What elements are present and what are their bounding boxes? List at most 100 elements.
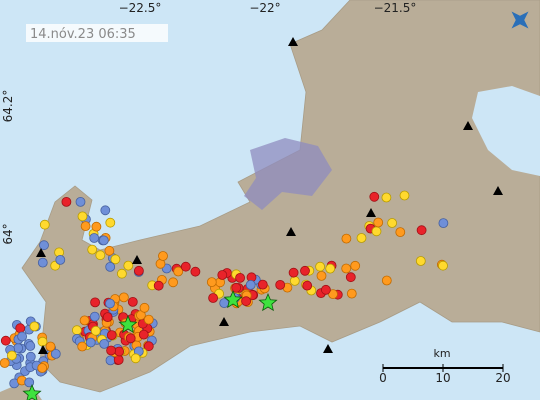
latitude-label: 64.2° xyxy=(1,90,15,123)
earthquake xyxy=(95,250,106,261)
earthquake xyxy=(117,268,127,279)
earthquake xyxy=(241,296,252,307)
earthquake xyxy=(29,321,40,332)
earthquake xyxy=(217,270,228,280)
earthquake xyxy=(6,350,17,361)
earthquake xyxy=(39,240,49,251)
station-triangle xyxy=(288,37,298,46)
earthquake xyxy=(37,257,48,268)
earthquake xyxy=(105,355,116,366)
earthquake xyxy=(415,256,426,266)
station-triangle xyxy=(38,345,48,354)
earthquake xyxy=(139,302,150,313)
earthquake xyxy=(79,315,90,326)
earthquake xyxy=(37,363,48,373)
earthquake xyxy=(15,323,26,334)
earthquake xyxy=(102,312,113,323)
earthquake xyxy=(300,265,310,276)
earthquake xyxy=(315,261,326,272)
earthquake xyxy=(106,330,117,341)
markers xyxy=(22,37,503,400)
earthquake xyxy=(356,233,367,243)
earthquake xyxy=(0,335,11,346)
earthquake xyxy=(130,353,141,364)
large-quake-star xyxy=(258,292,278,312)
earthquake xyxy=(91,221,102,232)
earthquake xyxy=(381,192,392,203)
earthquake xyxy=(302,280,313,291)
earthquake xyxy=(105,261,116,272)
earthquake xyxy=(77,211,88,222)
earthquake xyxy=(373,217,384,228)
station-triangle xyxy=(219,317,229,326)
earthquake xyxy=(341,233,352,244)
earthquake xyxy=(395,227,406,238)
station-triangle xyxy=(323,344,333,353)
earthquake xyxy=(114,346,125,357)
earthquake xyxy=(158,251,168,261)
earthquake xyxy=(75,196,86,207)
earthquake xyxy=(173,266,184,277)
land xyxy=(21,0,540,393)
earthquake xyxy=(13,343,24,354)
earthquake xyxy=(341,263,352,274)
earthquake xyxy=(328,289,338,300)
earthquake xyxy=(127,296,138,307)
station-triangle xyxy=(366,208,376,217)
earthquake xyxy=(245,279,256,290)
earthquake xyxy=(87,244,98,255)
scale-label: 0 xyxy=(379,371,387,385)
logo-shape xyxy=(511,11,529,29)
station-triangle xyxy=(36,248,46,257)
earthquake xyxy=(325,263,336,274)
scale-label: 10 xyxy=(435,371,450,385)
timestamp: 14.nóv.23 06:35 xyxy=(30,27,136,42)
earthquake xyxy=(45,341,56,352)
large-quake-star xyxy=(118,314,138,334)
earthquake xyxy=(208,293,219,303)
lava-field xyxy=(244,138,332,210)
earthquake xyxy=(257,279,268,290)
earthquake xyxy=(24,377,35,388)
earthquake xyxy=(105,217,116,228)
large-quake-star xyxy=(223,289,243,309)
earthquake xyxy=(98,235,109,246)
large-quake-star xyxy=(22,383,42,400)
earthquake xyxy=(0,358,10,368)
earthquake xyxy=(180,261,191,272)
station-triangle xyxy=(493,186,503,195)
earthquake xyxy=(369,191,380,202)
earthquake xyxy=(50,348,61,359)
earthquake xyxy=(72,325,82,336)
earthquake xyxy=(381,275,392,286)
scale-unit: km xyxy=(433,347,450,360)
earthquake xyxy=(143,314,154,325)
earthquake xyxy=(371,226,382,237)
earthquake xyxy=(106,345,116,356)
longitude-label: −21.5° xyxy=(374,1,417,15)
earthquake xyxy=(80,221,91,232)
earthquake xyxy=(89,311,100,322)
earthquake xyxy=(125,333,136,344)
earthquake xyxy=(105,298,115,309)
earthquake xyxy=(55,254,66,265)
earthquakes xyxy=(0,190,449,389)
longitude-label: −22° xyxy=(249,1,280,15)
earthquake xyxy=(25,341,36,351)
logo xyxy=(511,11,529,29)
earthquake xyxy=(104,245,115,256)
earthquake xyxy=(206,277,217,288)
earthquake xyxy=(289,275,300,286)
earthquake xyxy=(438,260,448,271)
earthquake xyxy=(275,279,286,290)
earthquake xyxy=(119,292,129,303)
earthquake xyxy=(190,266,201,277)
earthquake xyxy=(168,277,179,288)
earthquake xyxy=(231,282,242,293)
earthquake xyxy=(320,284,331,295)
earthquake xyxy=(89,233,100,243)
earthquake xyxy=(99,338,110,349)
earthquake xyxy=(345,272,356,283)
